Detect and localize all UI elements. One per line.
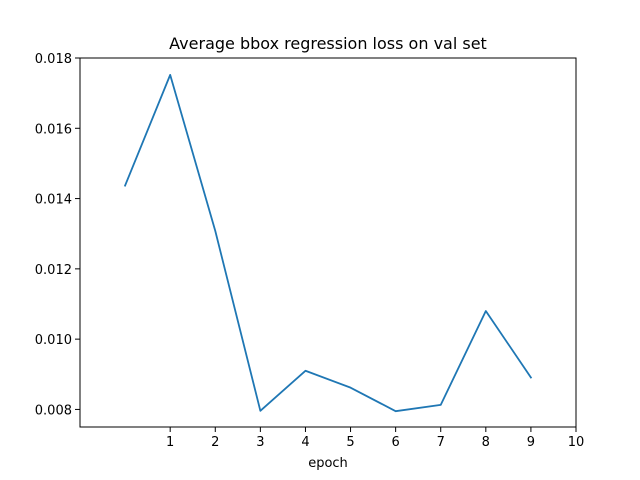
- series-layer: [123, 73, 533, 413]
- x-tick-label: 8: [482, 435, 490, 450]
- x-tick-label: 7: [437, 435, 445, 450]
- x-tick-label: 3: [256, 435, 264, 450]
- x-tick-label: 10: [568, 435, 585, 450]
- y-tick-label: 0.016: [35, 122, 72, 137]
- chart-title: Average bbox regression loss on val set: [169, 34, 487, 53]
- y-tick-label: 0.012: [35, 263, 72, 278]
- y-tick-label: 0.018: [35, 52, 72, 67]
- x-tick-label: 5: [346, 435, 354, 450]
- y-tick-label: 0.014: [35, 193, 72, 208]
- y-tick-label: 0.010: [35, 333, 72, 348]
- x-tick-label: 6: [391, 435, 399, 450]
- x-axis-label: epoch: [308, 456, 348, 471]
- y-tick-label: 0.008: [35, 403, 72, 418]
- x-tick-label: 4: [301, 435, 309, 450]
- x-tick-label: 9: [527, 435, 535, 450]
- x-tick-label: 1: [166, 435, 174, 450]
- plot-area: [79, 57, 577, 428]
- x-axis: 1 2 3 4 5 6 7 8 9 10: [166, 427, 584, 450]
- y-axis: 0.008 0.010 0.012 0.014 0.016 0.018: [35, 52, 80, 418]
- x-tick-label: 2: [211, 435, 219, 450]
- series-line: [123, 73, 533, 413]
